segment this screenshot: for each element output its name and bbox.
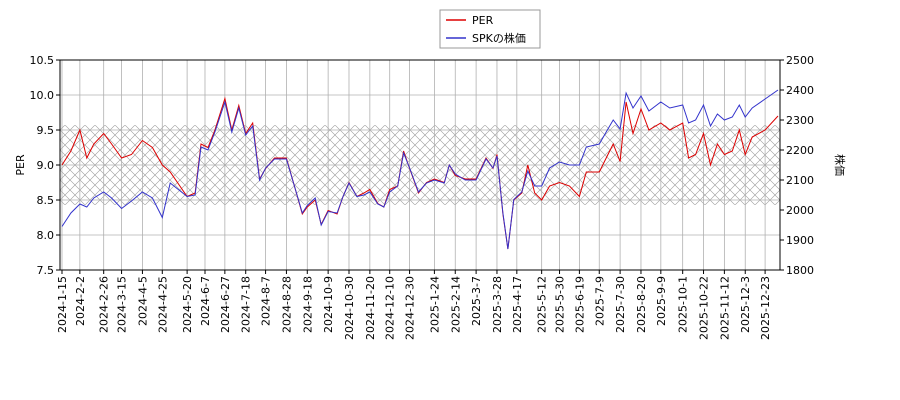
x-tick-label: 2025-10-22 bbox=[698, 276, 711, 340]
y2-tick-label: 2200 bbox=[786, 144, 814, 157]
y-tick-label: 10.5 bbox=[30, 54, 55, 67]
x-tick-label: 2024-9-18 bbox=[301, 276, 314, 333]
x-tick-label: 2024-7-18 bbox=[240, 276, 253, 333]
x-tick-label: 2024-11-20 bbox=[364, 276, 377, 340]
plot-frame bbox=[59, 59, 781, 271]
x-tick-label: 2025-9-9 bbox=[655, 276, 668, 326]
line-series bbox=[61, 89, 779, 250]
x-tick-label: 2025-1-24 bbox=[428, 276, 441, 333]
x-tick-label: 2024-12-10 bbox=[384, 276, 397, 340]
x-tick-label: 2025-12-3 bbox=[739, 276, 752, 333]
x-tick-label: 2024-5-20 bbox=[181, 276, 194, 333]
x-tick-label: 2024-4-5 bbox=[136, 276, 149, 326]
x-tick-label: 2025-5-12 bbox=[536, 276, 549, 333]
x-tick-label: 2025-3-28 bbox=[491, 276, 504, 333]
y2-tick-label: 2000 bbox=[786, 204, 814, 217]
y-tick-label: 7.5 bbox=[37, 264, 55, 277]
y-tick-label: 9.0 bbox=[37, 159, 55, 172]
y-axis-label: PER bbox=[14, 154, 27, 176]
x-tick-label: 2024-6-27 bbox=[219, 276, 232, 333]
y2-tick-label: 2100 bbox=[786, 174, 814, 187]
legend-label: SPKの株価 bbox=[472, 31, 526, 45]
legend: PER SPKの株価 bbox=[439, 9, 541, 49]
x-tick-label: 2024-10-9 bbox=[322, 276, 335, 333]
y-tick-label: 8.0 bbox=[37, 229, 55, 242]
y2-tick-label: 1900 bbox=[786, 234, 814, 247]
x-tick-label: 2024-8-7 bbox=[260, 276, 273, 326]
x-tick-label: 2025-10-1 bbox=[677, 276, 690, 333]
y-tick-label: 9.5 bbox=[37, 124, 55, 137]
y2-tick-label: 2500 bbox=[786, 54, 814, 67]
x-tick-label: 2024-8-28 bbox=[280, 276, 293, 333]
x-tick-label: 2025-6-19 bbox=[573, 276, 586, 333]
x-tick-label: 2024-3-15 bbox=[116, 276, 129, 333]
x-tick-label: 2025-12-23 bbox=[759, 276, 772, 340]
x-tick-label: 2025-8-20 bbox=[635, 276, 648, 333]
legend-label: PER bbox=[472, 14, 494, 27]
y2-tick-label: 1800 bbox=[786, 264, 814, 277]
x-tick-label: 2025-7-9 bbox=[593, 276, 606, 326]
y2-tick-label: 2300 bbox=[786, 114, 814, 127]
y-tick-label: 8.5 bbox=[37, 194, 55, 207]
x-tick-label: 2025-3-7 bbox=[470, 276, 483, 326]
legend-box bbox=[439, 9, 541, 49]
x-tick-label: 2025-4-17 bbox=[511, 276, 524, 333]
x-tick-label: 2024-4-25 bbox=[156, 276, 169, 333]
x-tick-label: 2025-2-14 bbox=[449, 276, 462, 333]
x-tick-label: 2025-7-30 bbox=[614, 276, 627, 333]
x-tick-label: 2024-1-15 bbox=[56, 276, 69, 333]
x-tick-label: 2024-10-30 bbox=[343, 276, 356, 340]
x-tick-label: 2024-2-26 bbox=[98, 276, 111, 333]
x-tick-label: 2025-11-12 bbox=[718, 276, 731, 340]
y-tick-label: 10.0 bbox=[30, 89, 55, 102]
x-tick-label: 2024-12-30 bbox=[404, 276, 417, 340]
x-tick-label: 2025-5-30 bbox=[554, 276, 567, 333]
x-tick-label: 2024-6-7 bbox=[199, 276, 212, 326]
line-series bbox=[61, 96, 779, 250]
x-tick-label: 2024-2-2 bbox=[74, 276, 87, 326]
y2-tick-label: 2400 bbox=[786, 84, 814, 97]
y2-axis-label: 株価 bbox=[833, 154, 847, 176]
